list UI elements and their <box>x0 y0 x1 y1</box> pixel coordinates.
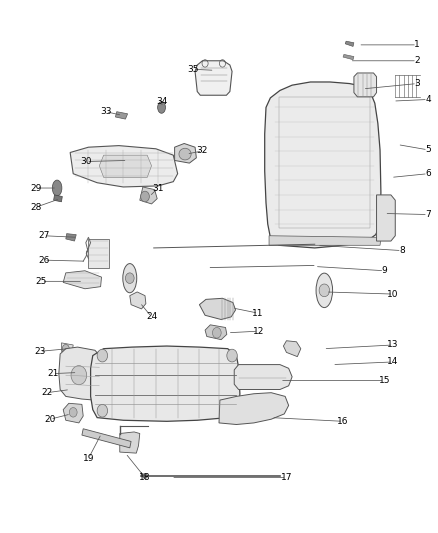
Text: 30: 30 <box>81 157 92 166</box>
Text: 10: 10 <box>387 289 399 298</box>
Text: 5: 5 <box>425 146 431 155</box>
Polygon shape <box>99 155 152 177</box>
Text: 21: 21 <box>47 369 58 378</box>
Text: 28: 28 <box>31 203 42 212</box>
Text: 6: 6 <box>425 169 431 178</box>
Text: 33: 33 <box>100 107 112 116</box>
Text: 7: 7 <box>425 210 431 219</box>
Text: 22: 22 <box>42 388 53 397</box>
Text: 35: 35 <box>187 64 199 74</box>
Text: 4: 4 <box>425 95 431 104</box>
Polygon shape <box>343 54 354 60</box>
Polygon shape <box>234 365 292 390</box>
Ellipse shape <box>179 148 191 160</box>
Circle shape <box>143 473 147 479</box>
Text: 32: 32 <box>197 147 208 156</box>
Ellipse shape <box>158 102 166 114</box>
Text: 31: 31 <box>152 183 164 192</box>
Text: 11: 11 <box>252 309 264 318</box>
Polygon shape <box>116 112 127 119</box>
Circle shape <box>69 408 77 417</box>
Text: 20: 20 <box>44 415 56 424</box>
Text: 13: 13 <box>387 341 399 350</box>
Polygon shape <box>265 82 381 248</box>
Text: 1: 1 <box>414 41 420 50</box>
Polygon shape <box>63 271 102 289</box>
Text: 14: 14 <box>387 358 399 367</box>
Ellipse shape <box>52 180 62 196</box>
Text: 12: 12 <box>252 327 264 336</box>
Circle shape <box>125 273 134 284</box>
Polygon shape <box>377 195 395 241</box>
Polygon shape <box>354 73 377 97</box>
Polygon shape <box>283 341 301 357</box>
Polygon shape <box>269 236 381 245</box>
Circle shape <box>227 405 237 417</box>
Polygon shape <box>82 429 131 448</box>
Polygon shape <box>205 325 227 340</box>
Polygon shape <box>140 187 157 204</box>
Text: 3: 3 <box>414 79 420 88</box>
Text: 19: 19 <box>83 454 94 463</box>
Circle shape <box>62 344 69 353</box>
Polygon shape <box>61 343 73 354</box>
Text: 34: 34 <box>157 96 168 106</box>
Text: 2: 2 <box>414 56 420 65</box>
Text: 24: 24 <box>146 312 157 321</box>
Circle shape <box>227 349 237 362</box>
Text: 27: 27 <box>39 231 50 240</box>
Polygon shape <box>199 298 236 319</box>
Polygon shape <box>88 239 110 268</box>
Polygon shape <box>219 393 289 424</box>
Text: 8: 8 <box>399 246 405 255</box>
Ellipse shape <box>316 273 332 308</box>
Polygon shape <box>91 346 240 421</box>
Polygon shape <box>63 403 83 423</box>
Polygon shape <box>53 195 62 202</box>
Circle shape <box>97 349 108 362</box>
Polygon shape <box>70 146 178 187</box>
Polygon shape <box>195 61 232 95</box>
Circle shape <box>97 405 108 417</box>
Circle shape <box>71 366 87 385</box>
Circle shape <box>212 327 221 338</box>
Polygon shape <box>120 432 140 453</box>
Text: 9: 9 <box>381 266 387 275</box>
Circle shape <box>319 284 329 297</box>
Polygon shape <box>175 143 196 163</box>
Text: 25: 25 <box>36 277 47 286</box>
Text: 15: 15 <box>378 376 390 385</box>
Text: 16: 16 <box>337 417 349 426</box>
Ellipse shape <box>123 264 137 293</box>
Text: 23: 23 <box>34 347 46 356</box>
Circle shape <box>141 191 149 202</box>
Polygon shape <box>66 233 76 241</box>
Polygon shape <box>130 292 146 309</box>
Polygon shape <box>59 347 101 400</box>
Polygon shape <box>345 41 354 46</box>
Text: 26: 26 <box>39 256 50 265</box>
Text: 18: 18 <box>139 473 151 482</box>
Text: 29: 29 <box>31 183 42 192</box>
Text: 17: 17 <box>281 473 292 482</box>
